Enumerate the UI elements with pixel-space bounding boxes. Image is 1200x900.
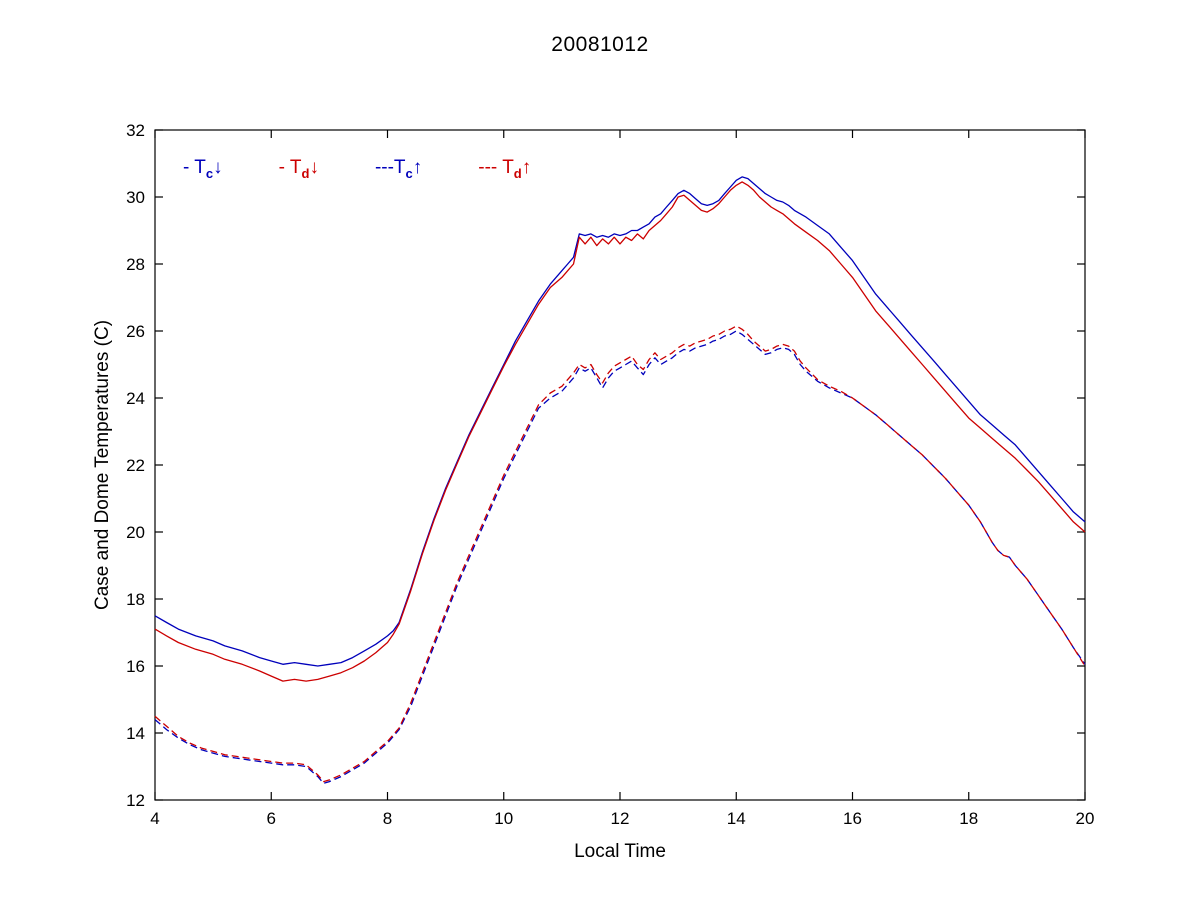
- y-tick-label: 24: [126, 389, 145, 408]
- x-axis-label: Local Time: [574, 841, 666, 862]
- series-line-tc-down: [154, 176, 1086, 667]
- x-tick-label: 12: [611, 809, 630, 828]
- legend-label: T: [393, 157, 406, 178]
- legend-sub: c: [405, 165, 413, 181]
- up-arrow-icon: ↑: [521, 157, 532, 178]
- down-arrow-icon: ↓: [309, 157, 319, 178]
- x-tick-label: 6: [267, 809, 276, 828]
- up-arrow-icon: ↑: [412, 157, 423, 178]
- legend-marker: -: [278, 157, 290, 178]
- legend-entry-tc-down: - Tc↓: [183, 157, 223, 181]
- chart-title: 20081012: [551, 33, 649, 56]
- legend-label: T: [289, 157, 302, 178]
- legend-entry-tc-up: ---Tc↑: [375, 157, 422, 181]
- y-tick-label: 12: [126, 791, 145, 810]
- legend-entry-td-down: - Td↓: [279, 157, 319, 181]
- y-tick-label: 32: [126, 121, 145, 140]
- x-tick-label: 8: [383, 809, 392, 828]
- y-tick-label: 20: [126, 523, 145, 542]
- legend-label: T: [194, 157, 206, 178]
- y-tick-label: 30: [126, 188, 145, 207]
- legend-entry-td-up: --- Td↑: [478, 157, 531, 181]
- x-tick-label: 20: [1076, 809, 1095, 828]
- x-tick-label: 4: [150, 809, 159, 828]
- series-line-td-up: [154, 325, 1086, 783]
- series-line-tc-up: [154, 330, 1086, 784]
- y-axis-label: Case and Dome Temperatures (C): [92, 319, 113, 611]
- y-tick-label: 26: [126, 322, 145, 341]
- axes-box: [154, 129, 1086, 801]
- y-tick-label: 28: [126, 255, 145, 274]
- y-tick-label: 18: [126, 590, 145, 609]
- x-tick-label: 10: [494, 809, 513, 828]
- legend-sub: c: [205, 165, 214, 181]
- y-tick-label: 14: [126, 724, 145, 743]
- x-tick-label: 14: [727, 809, 746, 828]
- down-arrow-icon: ↓: [213, 157, 223, 178]
- legend: - Tc↓ - Td↓ ---Tc↑ --- Td↑: [183, 157, 531, 181]
- legend-marker: ---: [374, 157, 394, 178]
- legend-marker: ---: [478, 157, 503, 178]
- legend-label: T: [502, 157, 514, 178]
- legend-sub: d: [513, 165, 522, 181]
- series-line-td-down: [154, 181, 1086, 682]
- y-tick-label: 16: [126, 657, 145, 676]
- legend-sub: d: [301, 165, 310, 181]
- x-tick-label: 16: [843, 809, 862, 828]
- y-tick-label: 22: [126, 456, 145, 475]
- x-tick-label: 18: [959, 809, 978, 828]
- legend-marker: -: [183, 157, 195, 178]
